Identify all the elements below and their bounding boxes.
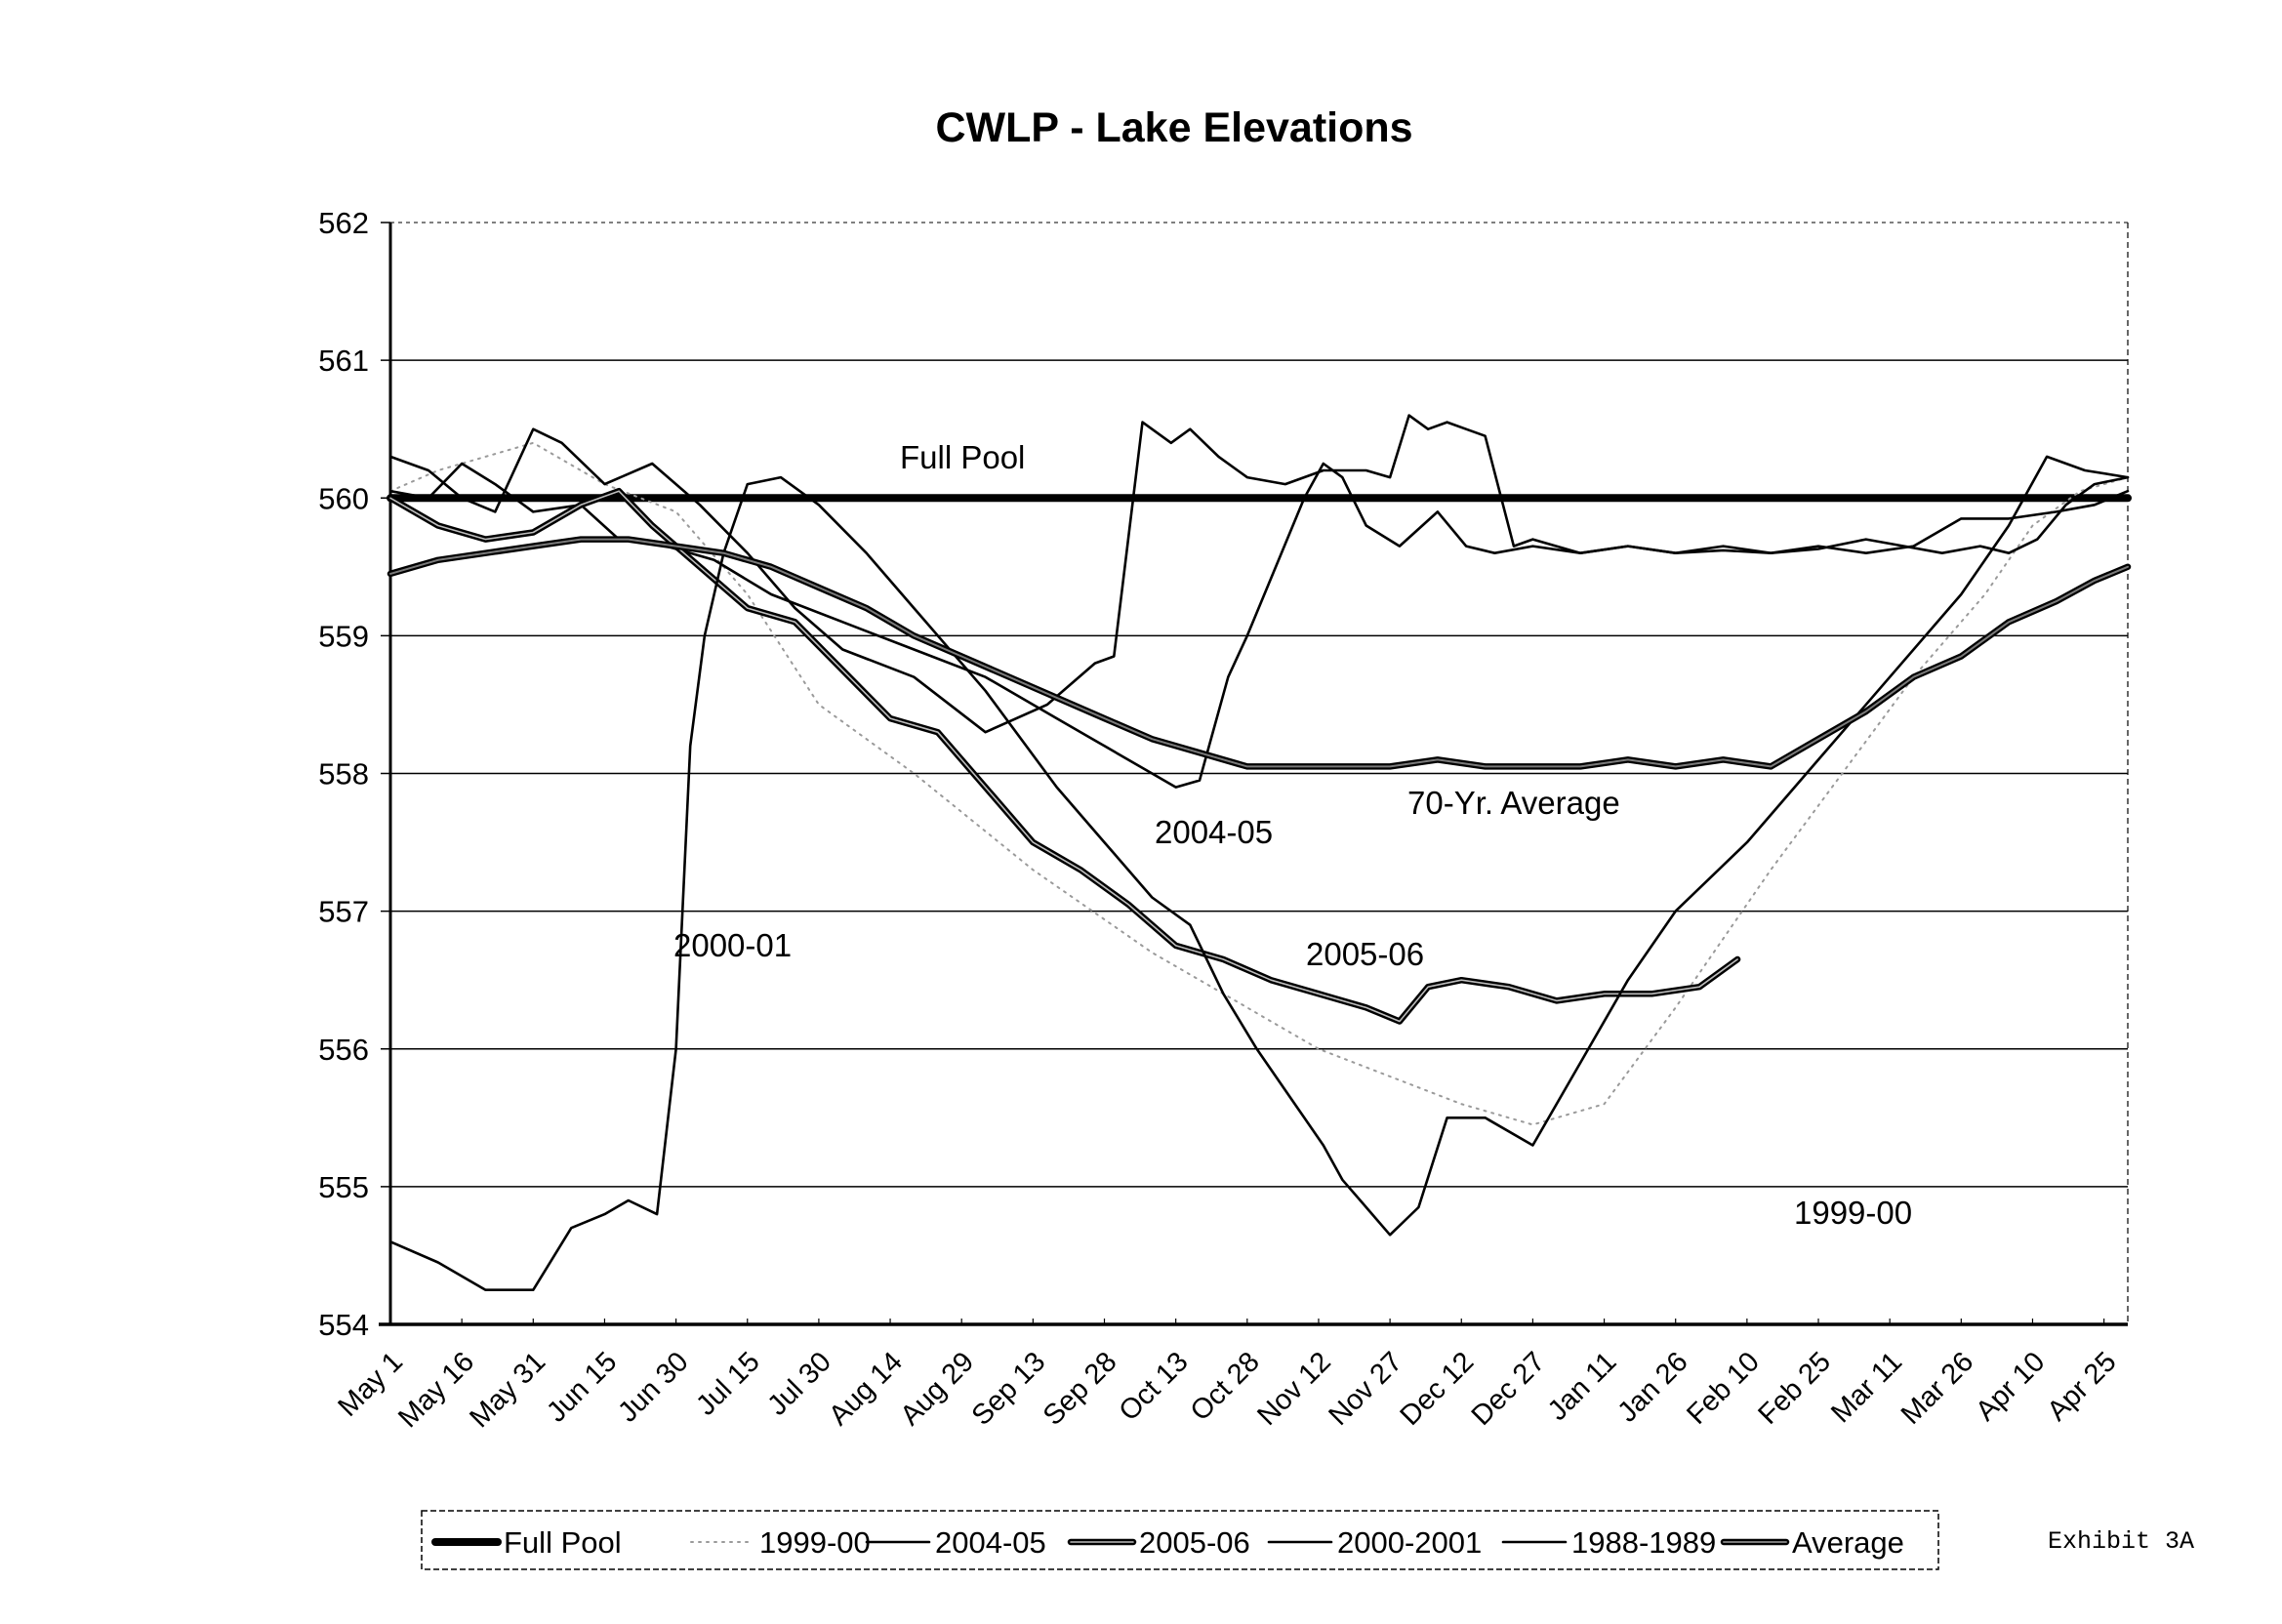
series-line-2005-06-inner xyxy=(389,490,1738,1023)
legend-label-2004-05: 2004-05 xyxy=(935,1525,1046,1560)
legend-label-1999-00: 1999-00 xyxy=(759,1525,871,1560)
annotation-2005-06: 2005-06 xyxy=(1306,936,1424,972)
series-line-average-inner xyxy=(389,538,2129,768)
x-tick-label: Feb 25 xyxy=(1752,1346,1836,1430)
series-lines xyxy=(387,414,2132,1291)
x-tick-label: Oct 13 xyxy=(1114,1346,1195,1427)
chart-title: CWLP - Lake Elevations xyxy=(935,104,1412,151)
x-tick-label: Jan 26 xyxy=(1611,1346,1693,1428)
x-tick-label: Apr 25 xyxy=(2042,1346,2123,1427)
y-tick-label: 554 xyxy=(318,1308,369,1342)
legend: Full Pool 1999-00 2004-05 2005-06 2000-2001 1… xyxy=(421,1510,1939,1570)
x-tick-label: May 16 xyxy=(392,1346,480,1434)
series-line-1988-1989 xyxy=(388,414,2130,734)
legend-label-average: Average xyxy=(1792,1525,1904,1560)
exhibit-label: Exhibit 3A xyxy=(2048,1527,2194,1556)
annotation-full-pool: Full Pool xyxy=(900,439,1025,475)
x-tick-label: Aug 14 xyxy=(823,1346,909,1432)
x-tick-label: Sep 13 xyxy=(966,1346,1052,1432)
legend-label-2005-06: 2005-06 xyxy=(1139,1525,1250,1560)
x-tick-label: Oct 28 xyxy=(1185,1346,1266,1427)
series-line-2005-06 xyxy=(387,487,1741,1025)
series-line-average xyxy=(387,536,2132,770)
legend-label-2000-2001: 2000-2001 xyxy=(1337,1525,1482,1560)
y-tick-label: 561 xyxy=(318,344,369,378)
x-tick-label: Jul 15 xyxy=(690,1346,765,1421)
x-tick-label: Dec 12 xyxy=(1395,1346,1481,1432)
x-tick-label: Aug 29 xyxy=(895,1346,981,1432)
x-tick-label: May 31 xyxy=(464,1346,551,1434)
annotation-2004-05: 2004-05 xyxy=(1155,814,1273,850)
x-tick-label: Mar 26 xyxy=(1895,1346,1979,1430)
x-tick-label: Apr 10 xyxy=(1970,1346,2051,1427)
y-tick-label: 556 xyxy=(318,1033,369,1067)
legend-label-full-pool: Full Pool xyxy=(504,1525,622,1560)
y-tick-label: 557 xyxy=(318,895,369,929)
y-tick-label: 555 xyxy=(318,1170,369,1204)
legend-box xyxy=(421,1510,1939,1570)
x-tick-label: Mar 11 xyxy=(1825,1346,1908,1429)
series-line-2000-2001 xyxy=(388,455,2130,1291)
y-tick-label: 558 xyxy=(318,757,369,792)
annotation-70yr-average: 70-Yr. Average xyxy=(1407,785,1620,821)
y-tick-label: 560 xyxy=(318,481,369,515)
series-line-1999-00 xyxy=(389,441,2129,1126)
annotation-2000-01: 2000-01 xyxy=(673,927,792,963)
series-line-2004-05 xyxy=(388,462,2130,789)
x-tick-label: Dec 27 xyxy=(1466,1346,1552,1432)
x-tick-label: Sep 28 xyxy=(1038,1346,1123,1432)
x-tick-label: Nov 27 xyxy=(1323,1346,1408,1432)
x-tick-label: Jun 30 xyxy=(612,1346,694,1428)
y-axis-label: Feet MSL xyxy=(235,708,267,837)
y-axis-ticks: 562 561 560 559 558 557 556 555 554 xyxy=(318,206,390,1342)
legend-label-1988-1989: 1988-1989 xyxy=(1571,1525,1716,1560)
annotation-1999-00: 1999-00 xyxy=(1794,1195,1912,1231)
x-tick-label: Feb 10 xyxy=(1681,1346,1765,1430)
x-tick-label: Jan 11 xyxy=(1542,1346,1623,1427)
y-axis-label-wrap: Feet MSL xyxy=(235,708,267,837)
x-tick-label: Nov 12 xyxy=(1251,1346,1337,1432)
x-tick-label: Jun 15 xyxy=(541,1346,623,1428)
y-tick-label: 562 xyxy=(318,206,369,240)
y-tick-label: 559 xyxy=(318,619,369,653)
